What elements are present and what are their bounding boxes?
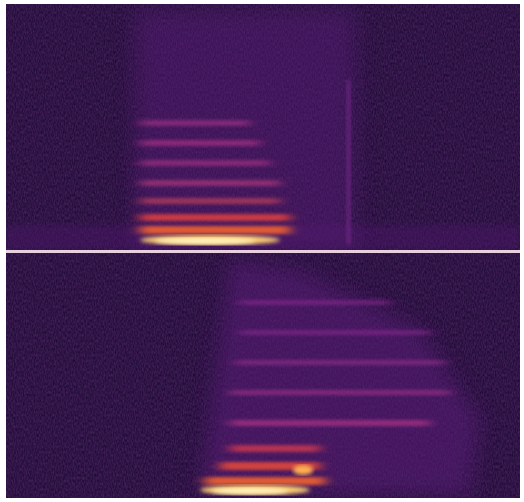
bottom-spectrogram <box>6 253 520 498</box>
top-spectrogram <box>6 4 520 250</box>
separator <box>6 250 520 253</box>
